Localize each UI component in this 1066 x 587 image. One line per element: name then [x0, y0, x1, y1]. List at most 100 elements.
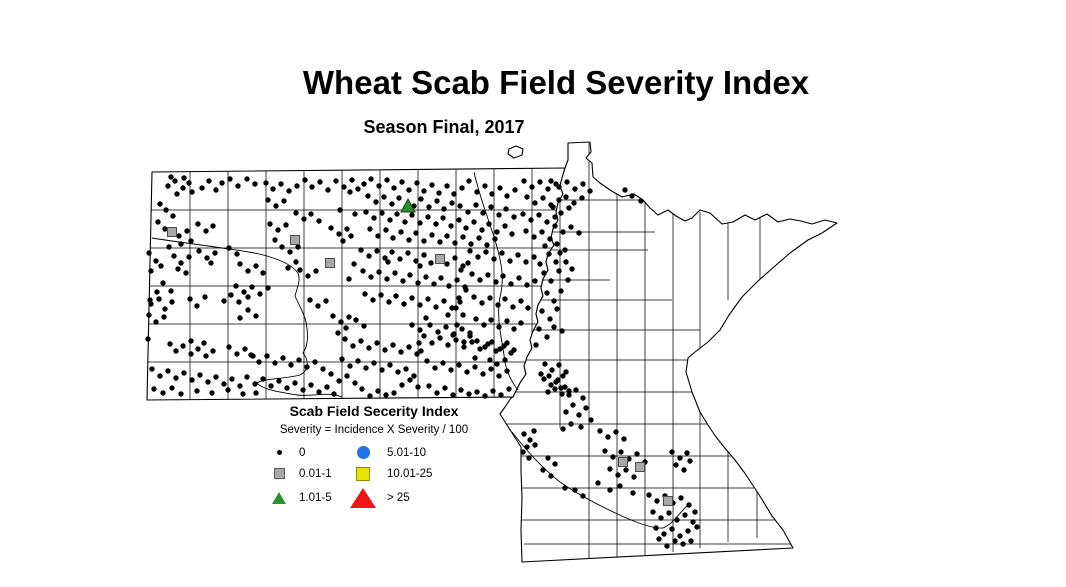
field-dot	[421, 333, 427, 339]
field-dot	[485, 341, 491, 347]
field-dot	[406, 237, 412, 243]
field-dot	[295, 244, 301, 250]
field-dot	[597, 428, 603, 434]
field-dot	[316, 389, 322, 395]
field-dot	[669, 526, 675, 532]
field-dot	[206, 178, 212, 184]
field-dot	[421, 238, 427, 244]
field-dot	[189, 377, 195, 383]
field-dot	[330, 313, 336, 319]
field-dot	[263, 180, 269, 186]
field-dot	[540, 467, 546, 473]
field-dot	[328, 225, 334, 231]
field-dot	[184, 228, 190, 234]
field-dot	[294, 183, 300, 189]
field-dot	[613, 429, 619, 435]
field-dot	[510, 304, 516, 310]
field-dot	[688, 538, 694, 544]
field-dot	[188, 351, 194, 357]
field-dot	[630, 490, 636, 496]
field-dot	[474, 189, 480, 195]
field-dot	[521, 178, 527, 184]
legend-formula: Severity = Incidence X Severity / 100	[279, 424, 469, 436]
legend-item-label: 0.01-1	[299, 467, 332, 480]
marker-box	[344, 466, 382, 481]
field-dot	[173, 375, 179, 381]
field-dot	[482, 393, 488, 399]
field-dot	[572, 487, 578, 493]
field-dot	[209, 390, 215, 396]
field-dot	[489, 339, 495, 345]
field-dot	[339, 356, 345, 362]
field-dot	[305, 273, 311, 279]
field-dot	[681, 467, 687, 473]
page-title: Wheat Scab Field Severity Index	[302, 64, 810, 101]
field-dot	[331, 391, 337, 397]
field-dot	[234, 351, 240, 357]
field-dot	[178, 260, 184, 266]
field-dot	[352, 211, 358, 217]
field-dot	[467, 248, 473, 254]
field-dot	[545, 186, 551, 192]
field-dot	[631, 474, 637, 480]
field-dot	[440, 215, 446, 221]
field-dot	[568, 224, 574, 230]
field-dot	[341, 184, 347, 190]
field-dot	[454, 277, 460, 283]
field-dot	[607, 466, 613, 472]
field-dot	[204, 255, 210, 261]
field-dot	[694, 524, 700, 530]
field-dot	[449, 200, 455, 206]
field-dot	[361, 323, 367, 329]
field-dot	[531, 428, 537, 434]
field-dot	[578, 424, 584, 430]
field-dot	[416, 340, 422, 346]
field-dot	[358, 247, 364, 253]
field-dot	[160, 280, 166, 286]
field-dot	[336, 378, 342, 384]
field-dot	[544, 290, 550, 296]
field-dot	[245, 268, 251, 274]
field-dot	[373, 199, 379, 205]
field-dot	[523, 259, 529, 265]
field-dot	[371, 360, 377, 366]
field-dot	[371, 215, 377, 221]
northwest-angle-islands-outline	[507, 145, 524, 159]
field-dot	[496, 373, 502, 379]
field-dot	[308, 382, 314, 388]
field-dot	[349, 177, 355, 183]
field-dot	[154, 289, 160, 295]
field-dot	[398, 349, 404, 355]
field-dot	[576, 230, 582, 236]
field-dot	[546, 251, 552, 257]
field-dot	[384, 177, 390, 183]
field-dot	[436, 190, 442, 196]
field-dot	[504, 193, 510, 199]
field-dot	[149, 366, 155, 372]
field-dot	[544, 219, 550, 225]
field-dot	[477, 346, 483, 352]
field-dot	[312, 359, 318, 365]
field-dot	[421, 188, 427, 194]
field-dot	[571, 200, 577, 206]
field-dot	[425, 296, 431, 302]
field-dot	[383, 392, 389, 398]
field-dot	[407, 377, 413, 383]
field-dot	[411, 373, 417, 379]
field-dot	[472, 364, 478, 370]
field-dot	[558, 210, 564, 216]
field-dot	[474, 389, 480, 395]
field-dot	[245, 307, 251, 313]
field-dot	[429, 182, 435, 188]
legend-items: 0 0.01-1 1.01-5 5.01-10 10.01-	[252, 442, 496, 532]
field-dot	[417, 302, 423, 308]
field-dot	[387, 362, 393, 368]
field-dot	[576, 412, 582, 418]
field-dot	[546, 373, 552, 379]
field-dot	[526, 455, 532, 461]
field-dot	[196, 248, 202, 254]
field-dot	[480, 371, 486, 377]
field-dot	[512, 187, 518, 193]
field-dot	[446, 283, 452, 289]
field-dot	[479, 300, 485, 306]
